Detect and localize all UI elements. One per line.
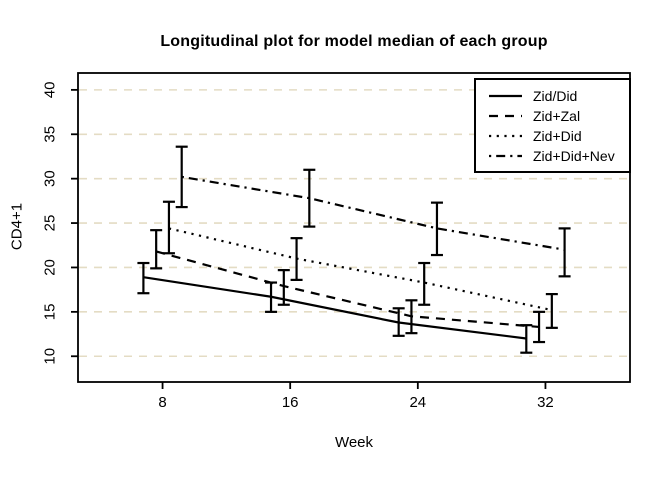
x-tick-label: 16: [282, 394, 299, 411]
series-line: [143, 276, 527, 340]
x-axis-label: Week: [334, 434, 374, 451]
dotted-line-sample-icon: [489, 134, 522, 137]
y-tick-label: 30: [42, 170, 59, 187]
error-bar: [290, 237, 303, 281]
series-zid-did: [137, 261, 533, 354]
error-bar: [150, 229, 163, 270]
legend-label: Zid+Zal: [533, 107, 581, 124]
error-bar: [430, 201, 443, 257]
x-tick-label: 32: [537, 394, 554, 411]
y-tick-label: 25: [42, 215, 59, 232]
error-bar: [392, 307, 405, 337]
series-zid-did-nev: [175, 145, 571, 278]
y-tick-label: 35: [42, 126, 59, 143]
legend-label: Zid/Did: [533, 87, 578, 104]
series-line: [168, 227, 553, 312]
series-zid-zal: [150, 229, 546, 344]
error-bar: [175, 145, 188, 209]
error-bar: [558, 227, 571, 278]
error-bar: [277, 269, 290, 306]
y-tick-label: 15: [42, 304, 59, 321]
error-bar: [137, 261, 150, 295]
plot-border: [77, 72, 631, 383]
legend-item: Zid+Zal: [489, 106, 625, 125]
chart-title: Longitudinal plot for model median of ea…: [160, 33, 548, 50]
y-tick-label: 40: [42, 82, 59, 99]
legend-box: Zid/Did Zid+Zal Zid+Did Zid+Did+Nev: [474, 78, 631, 173]
error-bar: [162, 200, 175, 255]
legend-item: Zid+Did+Nev: [489, 146, 625, 165]
error-bar: [303, 168, 316, 228]
y-tick-label: 10: [42, 348, 59, 365]
axes: 8 16 24 32 10 15 20 25 30 35 40: [42, 82, 554, 411]
series-zid-did: [162, 200, 558, 329]
error-bar: [418, 261, 431, 306]
error-bar: [405, 299, 418, 335]
legend-item: Zid+Did: [489, 126, 625, 145]
series-line: [181, 175, 565, 251]
gridlines: [79, 89, 629, 358]
dashed-line-sample-icon: [489, 114, 522, 117]
legend-label: Zid+Did: [533, 127, 582, 144]
x-tick-label: 8: [158, 394, 166, 411]
error-bar: [545, 292, 558, 329]
legend-item: Zid/Did: [489, 86, 625, 105]
dashdot-line-sample-icon: [489, 154, 522, 157]
error-bar: [533, 310, 546, 344]
legend-label: Zid+Did+Nev: [533, 147, 615, 164]
solid-line-sample-icon: [489, 94, 522, 97]
y-tick-label: 20: [42, 259, 59, 276]
x-tick-label: 24: [409, 394, 426, 411]
series-line: [155, 250, 540, 329]
